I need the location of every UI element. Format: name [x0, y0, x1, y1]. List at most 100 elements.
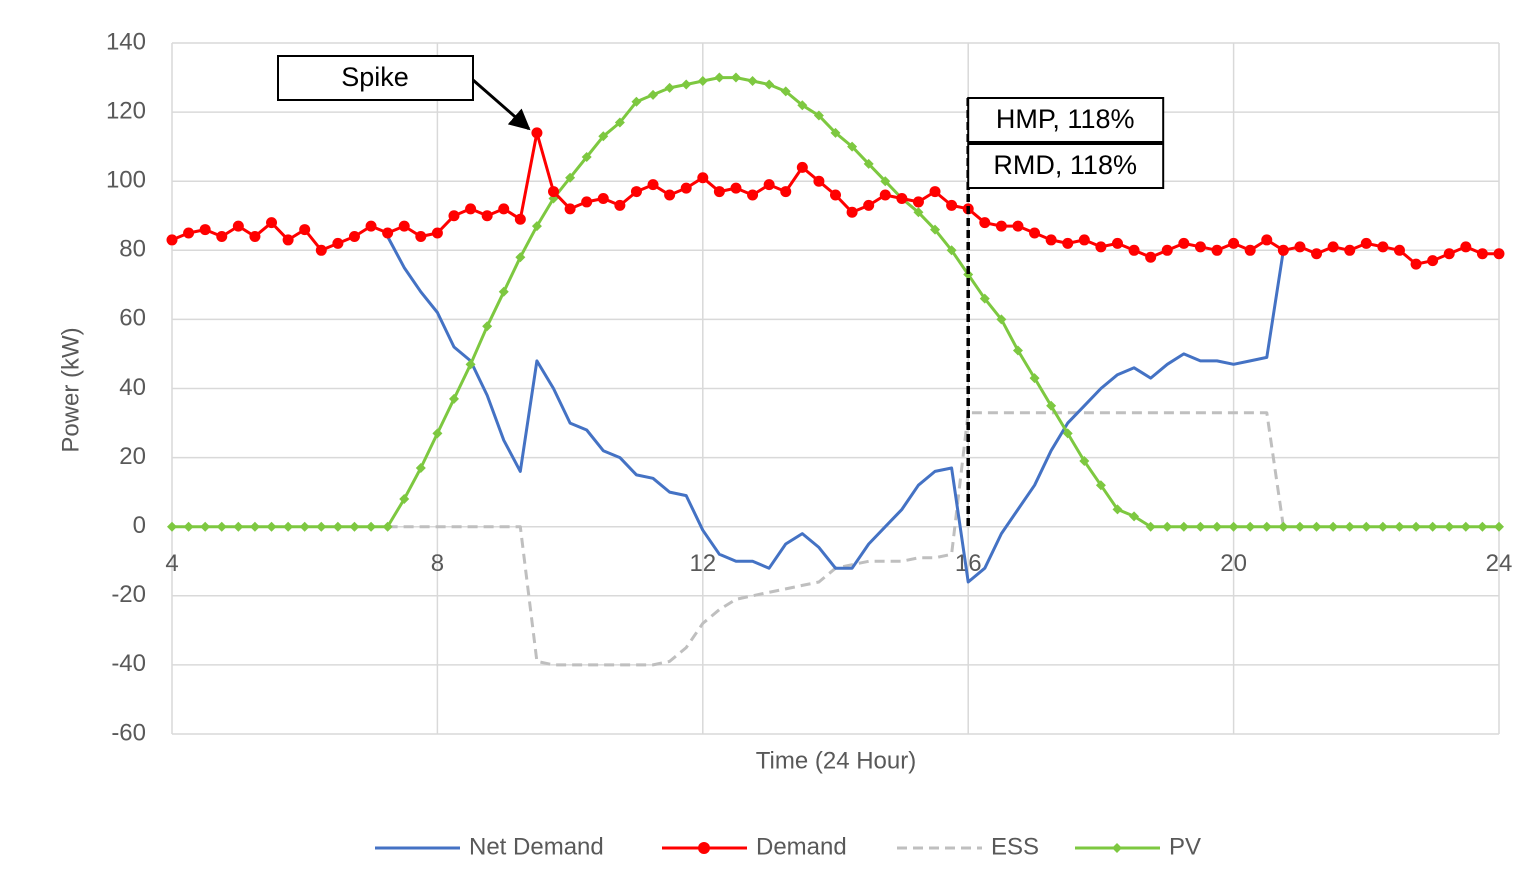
data-point	[1029, 227, 1041, 239]
data-point	[1045, 234, 1057, 246]
data-point	[730, 72, 741, 83]
data-point	[415, 462, 426, 473]
x-tick-label: 8	[431, 550, 444, 577]
data-point	[398, 220, 410, 232]
data-point	[863, 199, 875, 211]
data-point	[282, 234, 294, 246]
data-point	[648, 89, 659, 100]
data-point	[713, 186, 725, 198]
data-point	[1460, 241, 1472, 253]
data-point	[1112, 504, 1123, 515]
data-point	[1261, 234, 1273, 246]
data-point	[581, 152, 592, 163]
data-point	[1328, 521, 1339, 532]
y-axis-title: Power (kW)	[57, 327, 84, 452]
data-point	[349, 521, 360, 532]
legend-label: Demand	[756, 833, 847, 860]
data-point	[930, 224, 941, 235]
legend-label: ESS	[991, 833, 1039, 860]
data-point	[1311, 521, 1322, 532]
data-point	[249, 230, 261, 242]
data-point	[216, 521, 227, 532]
data-point	[564, 203, 576, 215]
data-point	[199, 224, 211, 236]
annotation-text: HMP, 118%	[996, 104, 1135, 134]
data-point	[1344, 244, 1356, 256]
data-point	[1111, 237, 1123, 249]
data-point	[515, 252, 526, 263]
data-point	[979, 217, 991, 229]
data-point	[979, 293, 990, 304]
y-tick-label: 120	[106, 97, 146, 124]
data-point	[465, 359, 476, 370]
data-point	[1443, 248, 1455, 260]
data-point	[1211, 244, 1223, 256]
data-point	[232, 220, 244, 232]
data-point	[482, 321, 493, 332]
data-point	[382, 521, 393, 532]
data-point	[896, 192, 908, 204]
legend-label: Net Demand	[469, 833, 604, 860]
data-point	[514, 213, 526, 225]
data-point	[431, 227, 443, 239]
data-point	[200, 521, 211, 532]
data-point	[1277, 244, 1289, 256]
data-point	[481, 210, 493, 222]
data-point	[1046, 400, 1057, 411]
data-point	[1228, 237, 1240, 249]
data-point	[432, 428, 443, 439]
data-point	[1377, 521, 1388, 532]
data-point	[1178, 521, 1189, 532]
data-point	[565, 172, 576, 183]
data-point	[1278, 521, 1289, 532]
data-point	[963, 269, 974, 280]
x-axis-title: Time (24 Hour)	[756, 747, 916, 774]
data-point	[714, 72, 725, 83]
legend-label: PV	[1169, 833, 1201, 860]
data-point	[1162, 521, 1173, 532]
data-point	[1377, 241, 1389, 253]
data-point	[249, 521, 260, 532]
data-point	[912, 196, 924, 208]
y-tick-label: 60	[119, 305, 146, 332]
data-point	[929, 186, 941, 198]
y-tick-label: -40	[111, 650, 146, 677]
data-point	[598, 131, 609, 142]
data-point	[1095, 241, 1107, 253]
data-point	[1261, 521, 1272, 532]
data-point	[167, 521, 177, 532]
y-tick-label: 100	[106, 167, 146, 194]
data-point	[1411, 521, 1422, 532]
data-point	[266, 521, 277, 532]
data-point	[614, 117, 625, 128]
y-tick-label: -20	[111, 581, 146, 608]
data-point	[1078, 234, 1090, 246]
data-point	[365, 220, 377, 232]
y-tick-label: 140	[106, 28, 146, 55]
data-point	[1129, 511, 1140, 522]
data-point	[614, 199, 626, 211]
legend-marker	[1112, 843, 1122, 853]
annotation-text: Spike	[341, 62, 409, 92]
data-point	[1477, 521, 1488, 532]
data-point	[847, 141, 858, 152]
data-point	[780, 186, 792, 198]
x-tick-label: 20	[1220, 550, 1247, 577]
data-point	[1427, 521, 1438, 532]
data-point	[498, 203, 510, 215]
x-tick-label: 4	[165, 550, 178, 577]
data-point	[1212, 521, 1223, 532]
data-point	[1294, 241, 1306, 253]
data-point	[846, 206, 858, 218]
data-point	[1245, 521, 1256, 532]
data-point	[680, 182, 692, 194]
series-line	[386, 235, 1285, 584]
data-point	[647, 179, 659, 191]
data-point	[1393, 244, 1405, 256]
data-point	[183, 227, 195, 239]
data-point	[283, 521, 294, 532]
data-point	[1476, 248, 1488, 260]
data-point	[216, 230, 228, 242]
data-point	[382, 227, 394, 239]
